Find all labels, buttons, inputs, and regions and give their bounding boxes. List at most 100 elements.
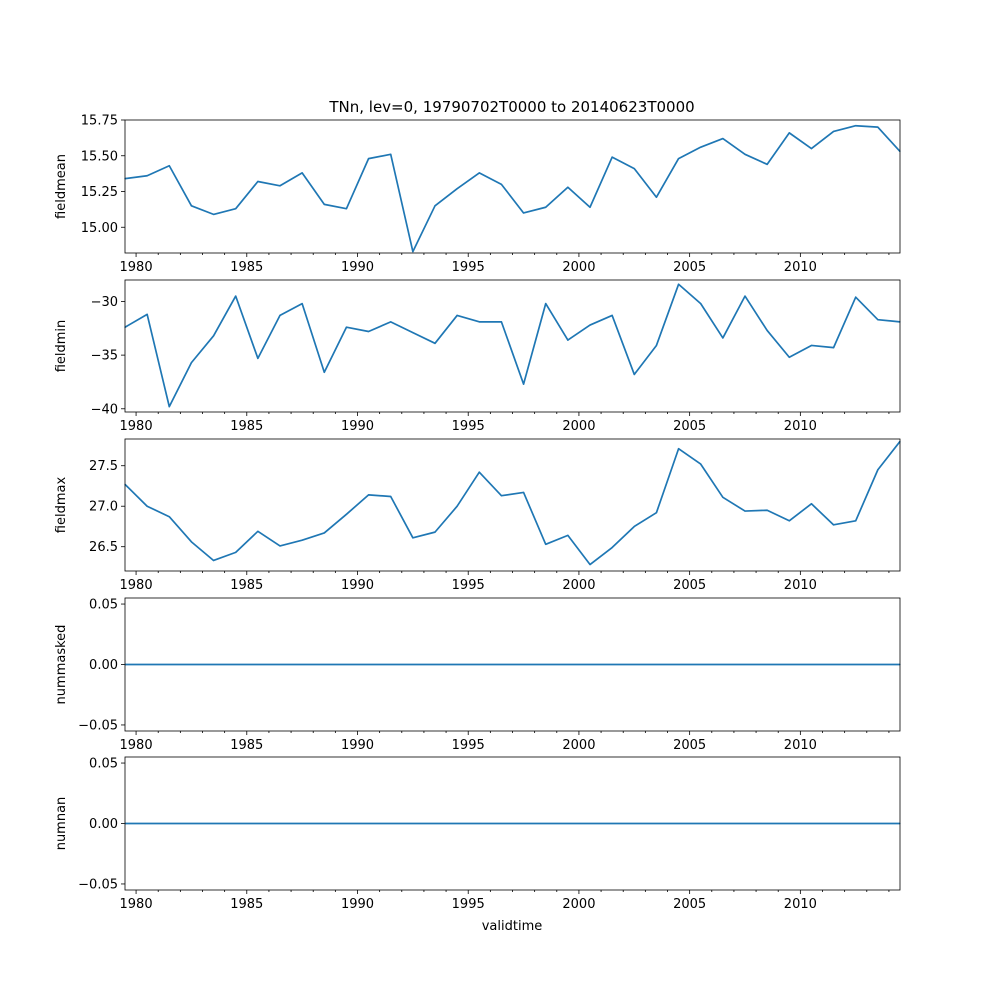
x-axis-label: validtime <box>482 919 543 934</box>
numnan-axes-frame <box>124 756 901 891</box>
fieldmin-x-tick-label: 1980 <box>120 419 153 434</box>
fieldmean-x-tick-label: 1990 <box>341 260 374 275</box>
fieldmin-x-tick-label: 1985 <box>230 419 263 434</box>
fieldmax-data-point <box>877 469 879 471</box>
fieldmin-data-point <box>456 314 458 317</box>
fieldmax-data-point <box>545 543 547 545</box>
fieldmin-data-point <box>434 342 436 344</box>
subplots: 1980 1985 1990 1995 2000 2005 2010 15.00 15.25 15… <box>54 114 901 912</box>
fieldmean-data-point <box>700 146 702 148</box>
numnan-x-tick-label: 2005 <box>673 897 706 912</box>
fieldmean-data-point <box>235 208 237 210</box>
fieldmean-series-line <box>124 124 901 253</box>
numnan-y-tick-label: 0.00 <box>89 817 118 832</box>
fieldmean-data-point <box>390 153 392 155</box>
fieldmean-data-point <box>633 168 635 170</box>
fieldmax-y-axis-label: fieldmax <box>54 477 69 534</box>
fieldmin-data-point <box>855 296 857 298</box>
fieldmin-axes-frame <box>124 279 901 413</box>
nummasked-y-tick-label: 0.00 <box>89 658 118 673</box>
fieldmax-data-point <box>744 510 746 512</box>
fieldmax-data-point <box>722 496 724 498</box>
fieldmin-y-axis-label: fieldmin <box>54 320 69 373</box>
nummasked-x-tick-label: 2005 <box>673 738 706 753</box>
fieldmax-data-point <box>677 448 680 450</box>
fieldmin-data-point <box>744 295 746 297</box>
fieldmax-data-point <box>235 551 237 553</box>
fieldmax-data-point <box>456 505 458 507</box>
fieldmin-data-point <box>190 362 193 364</box>
fieldmean-data-point <box>301 172 303 174</box>
fieldmean-data-point <box>146 175 148 177</box>
numnan-x-tick-label: 1985 <box>230 897 263 912</box>
fieldmean-data-point <box>412 250 414 253</box>
fieldmean-data-point <box>855 125 857 127</box>
fieldmax-data-point <box>810 503 813 505</box>
fieldmax-y-tick-label: 26.5 <box>89 540 118 555</box>
fieldmin-x-tick-label: 2000 <box>562 419 595 434</box>
fieldmax-data-point <box>279 545 281 547</box>
subplot-fieldmin: 1980 1985 1990 1995 2000 2005 2010 −30 −35 −40 fie… <box>54 279 901 434</box>
fieldmax-data-point <box>855 520 857 522</box>
fieldmin-data-point <box>700 303 702 305</box>
fieldmean-data-point <box>434 205 436 207</box>
fieldmin-data-point <box>722 337 724 339</box>
fieldmin-data-point <box>212 335 215 337</box>
fieldmax-data-point <box>633 525 635 528</box>
nummasked-x-tick-label: 1985 <box>230 738 263 753</box>
fieldmean-data-point <box>168 165 170 167</box>
fieldmax-data-point <box>323 532 325 534</box>
fieldmin-data-point <box>567 339 569 341</box>
fieldmin-data-point <box>412 331 414 334</box>
numnan-x-tick-label: 2000 <box>562 897 595 912</box>
fieldmin-data-point <box>611 314 613 317</box>
fieldmin-series-line <box>124 283 901 408</box>
subplot-fieldmax: 1980 1985 1990 1995 2000 2005 2010 26.5 27.0 27.5… <box>54 438 901 593</box>
fieldmax-data-point <box>257 530 259 532</box>
fieldmean-data-point <box>677 158 680 160</box>
fieldmax-data-point <box>434 531 436 533</box>
fieldmin-data-point <box>345 326 348 328</box>
fieldmean-data-point <box>257 180 259 183</box>
fieldmean-data-point <box>212 213 215 215</box>
fieldmax-data-point <box>522 491 525 494</box>
nummasked-x-tick-label: 2010 <box>784 738 817 753</box>
fieldmax-x-tick-label: 2005 <box>673 578 706 593</box>
fieldmean-data-point <box>722 137 724 140</box>
fieldmax-data-point <box>345 513 348 515</box>
fieldmean-x-tick-label: 2000 <box>562 260 595 275</box>
fieldmean-x-tick-label: 2010 <box>784 260 817 275</box>
fieldmin-data-point <box>522 383 525 385</box>
fieldmin-y-tick-label: −35 <box>91 349 118 364</box>
fieldmax-data-point <box>766 509 768 511</box>
nummasked-y-tick-label: 0.05 <box>89 598 118 613</box>
nummasked-x-tick-label: 1995 <box>452 738 485 753</box>
fieldmean-data-point <box>567 186 569 188</box>
fieldmin-x-tick-label: 2010 <box>784 419 817 434</box>
fieldmin-data-point <box>301 303 303 305</box>
numnan-y-axis-label: numnan <box>54 797 69 851</box>
nummasked-y-tick-label: −0.05 <box>78 718 118 733</box>
fieldmean-y-tick-label: 15.00 <box>81 221 118 236</box>
fieldmin-data-point <box>390 321 392 323</box>
fieldmin-y-tick-label: −40 <box>91 402 118 417</box>
fieldmax-axes-frame <box>124 438 901 572</box>
nummasked-x-tick-label: 1990 <box>341 738 374 753</box>
fieldmean-data-point <box>766 163 768 165</box>
subplot-fieldmean: 1980 1985 1990 1995 2000 2005 2010 15.00 15.25 15… <box>54 114 901 275</box>
fieldmax-data-point <box>301 539 303 541</box>
fieldmean-data-point <box>589 206 591 208</box>
figure-title: TNn, lev=0, 19790702T0000 to 20140623T00… <box>328 98 694 116</box>
fieldmean-x-tick-label: 2005 <box>673 260 706 275</box>
fieldmin-data-point <box>478 321 480 323</box>
fieldmax-series-line <box>124 440 901 566</box>
numnan-x-tick-label: 1980 <box>120 897 153 912</box>
fieldmean-axes-frame <box>124 119 901 254</box>
fieldmin-data-point <box>235 295 237 297</box>
fieldmax-x-tick-label: 1985 <box>230 578 263 593</box>
numnan-x-tick-label: 1995 <box>452 897 485 912</box>
numnan-x-tick-label: 1990 <box>341 897 374 912</box>
fieldmean-data-point <box>279 185 281 187</box>
fieldmax-x-tick-label: 1995 <box>452 578 485 593</box>
